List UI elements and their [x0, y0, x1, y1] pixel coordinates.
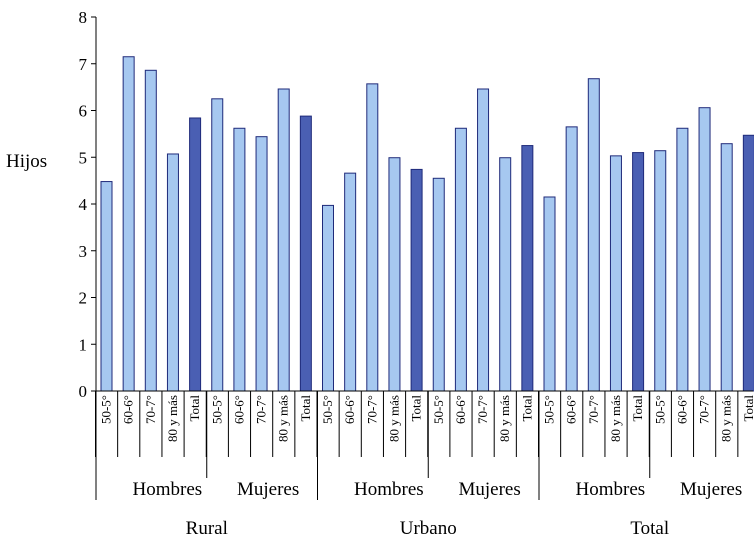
bar-total	[743, 135, 754, 391]
x-category-label: 70-7°	[143, 395, 158, 424]
x-category-label: 80 y más	[386, 395, 401, 442]
y-tick-label: 2	[79, 289, 88, 308]
bar	[566, 127, 577, 391]
bar	[278, 89, 289, 391]
bar	[677, 128, 688, 391]
bar	[588, 79, 599, 391]
y-tick-label: 7	[79, 55, 88, 74]
bar	[655, 151, 666, 391]
x-category-label: 60-6°	[231, 395, 246, 424]
y-tick-label: 0	[79, 382, 88, 401]
bar	[101, 182, 112, 391]
sex-group-label: Hombres	[576, 479, 646, 500]
x-category-label: 70-7°	[254, 395, 269, 424]
x-category-label: 50-5°	[431, 395, 446, 424]
bar	[699, 108, 710, 391]
y-axis-title: Hijos	[6, 151, 47, 172]
x-category-label: Total	[741, 395, 754, 422]
bar	[500, 158, 511, 391]
x-category-label: 70-7°	[586, 395, 601, 424]
area-group-label: Urbano	[400, 518, 457, 539]
bar-total	[633, 153, 644, 391]
x-category-label: Total	[298, 395, 313, 422]
x-category-label: 50-5°	[542, 395, 557, 424]
y-tick-label: 4	[79, 195, 88, 214]
sex-group-label: Hombres	[354, 479, 424, 500]
bars-layer	[101, 57, 754, 391]
area-group-label: Total	[630, 518, 669, 539]
bar	[167, 154, 178, 391]
x-category-label: 80 y más	[497, 395, 512, 442]
sex-group-label: Mujeres	[458, 479, 520, 500]
y-tick-label: 3	[79, 242, 88, 261]
bar	[478, 89, 489, 391]
x-category-label: Total	[630, 395, 645, 422]
y-tick-label: 6	[79, 102, 88, 121]
bar	[544, 197, 555, 391]
x-category-label: Total	[409, 395, 424, 422]
sex-group-label: Mujeres	[237, 479, 299, 500]
bar	[610, 156, 621, 391]
x-category-label: 60-6°	[453, 395, 468, 424]
x-category-label: 50-5°	[209, 395, 224, 424]
sex-group-label: Mujeres	[680, 479, 742, 500]
bar	[256, 137, 267, 391]
bar	[145, 70, 156, 391]
bar-total	[300, 116, 311, 391]
area-group-label: Rural	[186, 518, 228, 539]
bar	[721, 144, 732, 391]
x-category-label: 60-6°	[564, 395, 579, 424]
x-category-label: 80 y más	[719, 395, 734, 442]
bar	[323, 205, 334, 391]
bar	[367, 84, 378, 391]
sex-group-label: Hombres	[133, 479, 203, 500]
x-category-label: 70-7°	[475, 395, 490, 424]
bar-total	[522, 146, 533, 391]
x-category-label: 60-6°	[121, 395, 136, 424]
x-category-label: 80 y más	[608, 395, 623, 442]
bar	[123, 57, 134, 391]
y-tick-label: 1	[79, 335, 88, 354]
bar-total	[411, 169, 422, 391]
x-category-label: 70-7°	[697, 395, 712, 424]
x-category-label: Total	[187, 395, 202, 422]
labels-layer: 50-5° 60-6° 70-7° 80 y más Total Hombres 50-5°…	[99, 395, 754, 539]
x-category-label: Total	[519, 395, 534, 422]
x-category-label: 60-6°	[342, 395, 357, 424]
bar	[345, 173, 356, 391]
bar	[234, 128, 245, 391]
bar	[212, 99, 223, 391]
x-category-label: 50-5°	[652, 395, 667, 424]
x-category-label: 70-7°	[364, 395, 379, 424]
y-tick-label: 8	[79, 8, 88, 27]
x-category-label: 50-5°	[99, 395, 114, 424]
x-category-label: 60-6°	[674, 395, 689, 424]
bar	[389, 158, 400, 391]
x-category-label: 80 y más	[276, 395, 291, 442]
y-tick-label: 5	[79, 148, 88, 167]
x-category-label: 50-5°	[320, 395, 335, 424]
bar	[433, 178, 444, 391]
bar-total	[190, 118, 201, 391]
x-category-label: 80 y más	[165, 395, 180, 442]
bar	[455, 128, 466, 391]
